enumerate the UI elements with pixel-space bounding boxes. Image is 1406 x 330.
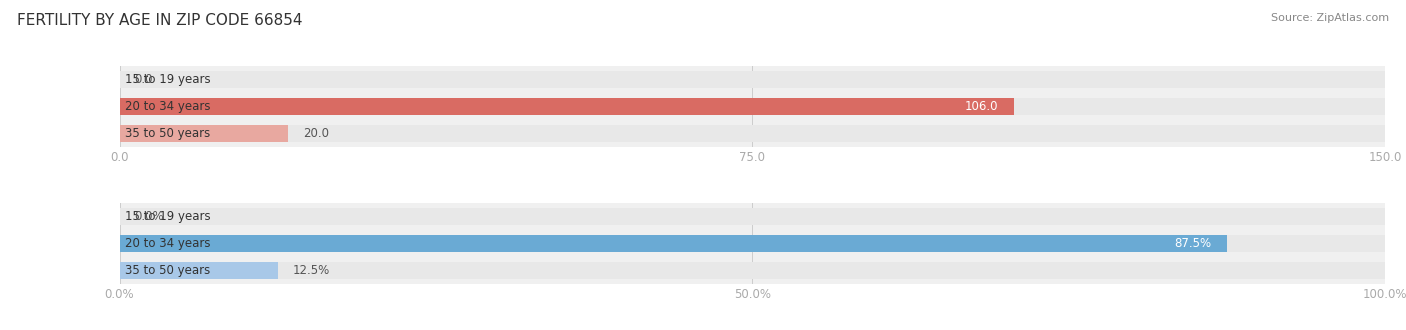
Text: 15 to 19 years: 15 to 19 years bbox=[125, 73, 209, 86]
Text: 20 to 34 years: 20 to 34 years bbox=[125, 237, 209, 250]
Text: FERTILITY BY AGE IN ZIP CODE 66854: FERTILITY BY AGE IN ZIP CODE 66854 bbox=[17, 13, 302, 28]
Bar bbox=[120, 125, 1385, 142]
Bar bbox=[120, 125, 288, 142]
Text: 15 to 19 years: 15 to 19 years bbox=[125, 210, 209, 223]
Text: 0.0%: 0.0% bbox=[135, 210, 165, 223]
Text: 106.0: 106.0 bbox=[965, 100, 998, 113]
Text: 87.5%: 87.5% bbox=[1174, 237, 1212, 250]
Bar bbox=[120, 262, 1385, 279]
Text: 20 to 34 years: 20 to 34 years bbox=[125, 100, 209, 113]
Text: 12.5%: 12.5% bbox=[292, 264, 330, 277]
Text: 35 to 50 years: 35 to 50 years bbox=[125, 127, 209, 140]
Text: 35 to 50 years: 35 to 50 years bbox=[125, 264, 209, 277]
Text: Source: ZipAtlas.com: Source: ZipAtlas.com bbox=[1271, 13, 1389, 23]
Bar bbox=[120, 262, 278, 279]
Bar bbox=[120, 208, 1385, 225]
Bar bbox=[120, 235, 1227, 252]
Text: 20.0: 20.0 bbox=[304, 127, 329, 140]
Bar bbox=[120, 235, 1385, 252]
Bar bbox=[120, 71, 1385, 88]
Bar bbox=[120, 98, 1014, 115]
Bar bbox=[120, 98, 1385, 115]
Text: 0.0: 0.0 bbox=[135, 73, 153, 86]
